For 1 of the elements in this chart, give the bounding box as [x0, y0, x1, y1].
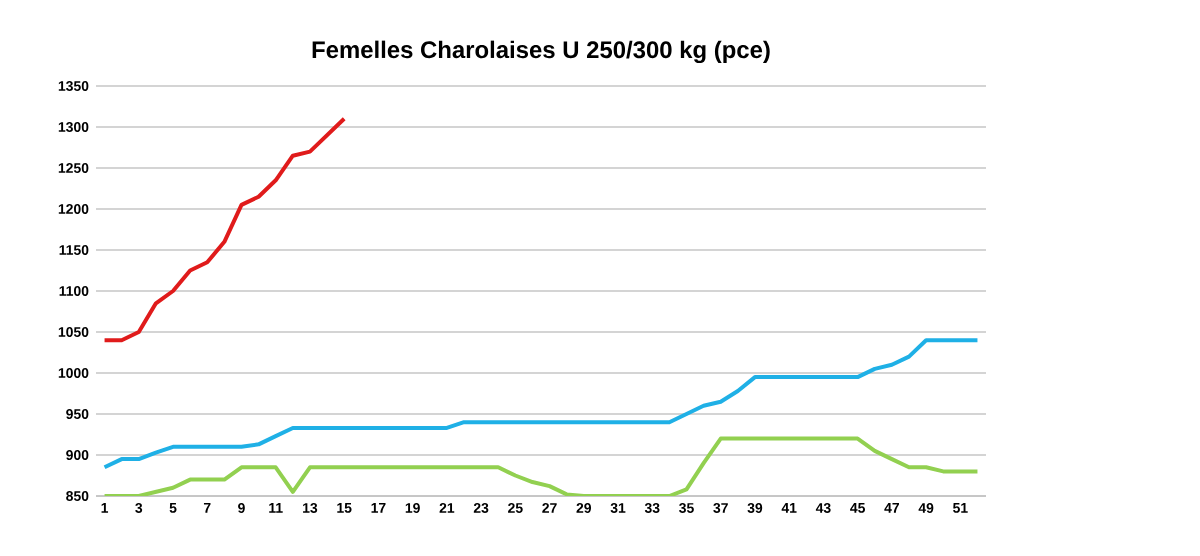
chart-title: Femelles Charolaises U 250/300 kg (pce)	[312, 40, 770, 63]
